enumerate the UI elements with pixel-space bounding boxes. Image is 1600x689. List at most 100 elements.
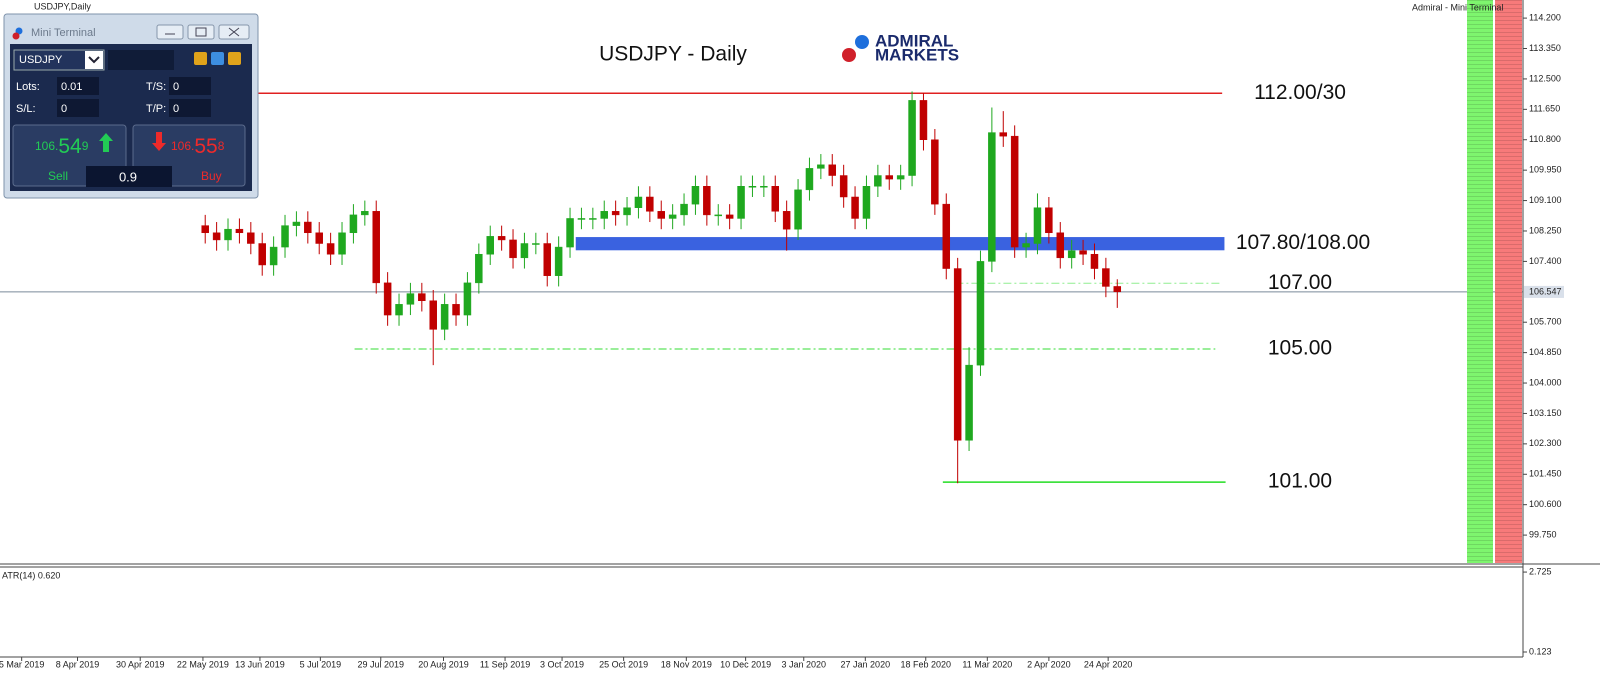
x-tick-label: 29 Jul 2019 xyxy=(358,659,405,669)
x-tick-label: 25 Oct 2019 xyxy=(599,659,648,669)
candle-body xyxy=(908,100,916,176)
sl-input[interactable] xyxy=(57,99,99,117)
candle-body xyxy=(452,304,460,316)
candle-body xyxy=(874,175,882,187)
candle-body xyxy=(999,132,1008,137)
candle-body xyxy=(942,203,951,269)
candle-body xyxy=(543,243,551,276)
x-tick-label: 3 Jan 2020 xyxy=(781,659,826,669)
candle-body xyxy=(247,232,255,244)
candle-body xyxy=(794,189,802,230)
symbol-select[interactable] xyxy=(13,49,105,71)
candle-body xyxy=(885,175,894,180)
logo-dot xyxy=(842,48,856,62)
y-tick-label: 99.750 xyxy=(1529,529,1557,539)
sell-label: Sell xyxy=(48,169,68,183)
candle-body xyxy=(361,211,369,216)
candle-body xyxy=(1056,232,1065,259)
maximize-button[interactable] xyxy=(187,24,215,40)
candle-body xyxy=(680,203,688,216)
lots-input[interactable] xyxy=(57,77,99,95)
support-zone xyxy=(575,237,1225,251)
x-tick-label: 10 Dec 2019 xyxy=(720,659,771,669)
ts-input[interactable] xyxy=(169,77,211,95)
x-tick-label: 8 Apr 2019 xyxy=(56,659,100,669)
candle-body xyxy=(1022,243,1030,248)
candle-body xyxy=(566,218,574,248)
x-tick-label: 27 Jan 2020 xyxy=(841,659,891,669)
tool-button[interactable] xyxy=(228,52,241,65)
window-title: USDJPY,Daily xyxy=(34,1,91,11)
button-glyph xyxy=(195,27,207,37)
current-price-label: 106.547 xyxy=(1529,286,1562,296)
dropdown-arrow xyxy=(88,56,100,64)
terminal-title: Mini Terminal xyxy=(31,27,96,39)
candle-body xyxy=(269,246,278,266)
candle-body xyxy=(748,186,757,188)
candle-body xyxy=(235,228,244,234)
candle-body xyxy=(896,175,905,180)
indicator-label: ATR(14) 0.620 xyxy=(2,570,60,580)
tool-button[interactable] xyxy=(194,52,207,65)
candle-body xyxy=(646,196,654,212)
symbol-info xyxy=(108,50,174,70)
x-tick-label: 18 Feb 2020 xyxy=(900,659,951,669)
logo-text: ADMIRAL xyxy=(875,31,953,50)
candle-body xyxy=(657,211,665,219)
y-tick-label: 107.400 xyxy=(1529,256,1562,266)
tp-input[interactable] xyxy=(169,99,211,117)
candle-body xyxy=(760,186,768,188)
button-glyph xyxy=(228,27,240,37)
candle-body xyxy=(406,293,415,305)
price-part: 54 xyxy=(58,135,82,158)
minimize-button[interactable] xyxy=(156,24,184,40)
plot: 114.200 113.350 112.500 111.650 110.800 109.9… xyxy=(0,12,1564,669)
candle-body xyxy=(201,225,209,234)
y-tick-label: 104.000 xyxy=(1529,377,1562,387)
candle-body xyxy=(589,218,597,220)
y-tick-label: 108.250 xyxy=(1529,225,1562,235)
candle-body xyxy=(691,186,700,205)
y-tick-label: 105.700 xyxy=(1529,317,1562,327)
candle-body xyxy=(1113,286,1122,293)
candle-body xyxy=(600,211,608,219)
candle-body xyxy=(851,196,859,219)
x-tick-label: 3 Oct 2019 xyxy=(540,659,584,669)
candle-body xyxy=(383,282,392,316)
candle-body xyxy=(782,211,791,230)
price-part: 106. xyxy=(171,139,194,153)
sell-price: 106.549 xyxy=(35,135,89,158)
candle-body xyxy=(224,228,232,241)
candle-body xyxy=(805,168,814,191)
candle-body xyxy=(292,221,301,226)
lots-value: 0.01 xyxy=(61,81,82,93)
price-part: 106. xyxy=(35,139,58,153)
candle-body xyxy=(304,221,312,234)
candle-body xyxy=(326,243,335,255)
y-tick-label: 112.500 xyxy=(1529,73,1561,83)
y-tick-label: 109.950 xyxy=(1529,165,1562,175)
y-tick-label: 111.650 xyxy=(1529,104,1560,114)
tool-button[interactable] xyxy=(211,52,224,65)
x-tick-label: 11 Mar 2020 xyxy=(962,659,1012,669)
down-arrow xyxy=(152,132,166,151)
candle-body xyxy=(497,236,506,241)
field-label: S/L: xyxy=(16,103,36,115)
candle-body xyxy=(817,164,825,169)
x-tick-label: 11 Sep 2019 xyxy=(480,659,530,669)
candle-body xyxy=(703,186,711,216)
candle-body xyxy=(509,239,517,259)
candle-body xyxy=(988,132,996,262)
candle-body xyxy=(611,211,620,216)
overlay: USDJPY,Daily Admiral - Mini Terminal USD… xyxy=(2,1,1503,580)
candle-body xyxy=(839,175,848,198)
candle-body xyxy=(1067,250,1076,259)
x-tick-label: 20 Aug 2019 xyxy=(418,659,469,669)
green-bar-texture xyxy=(1467,0,1493,563)
up-arrow xyxy=(99,133,113,152)
dropdown-button[interactable] xyxy=(85,51,103,69)
candle-body xyxy=(668,214,677,219)
zone-label: 107.80/108.00 xyxy=(1236,231,1370,254)
candle-body xyxy=(532,243,540,245)
